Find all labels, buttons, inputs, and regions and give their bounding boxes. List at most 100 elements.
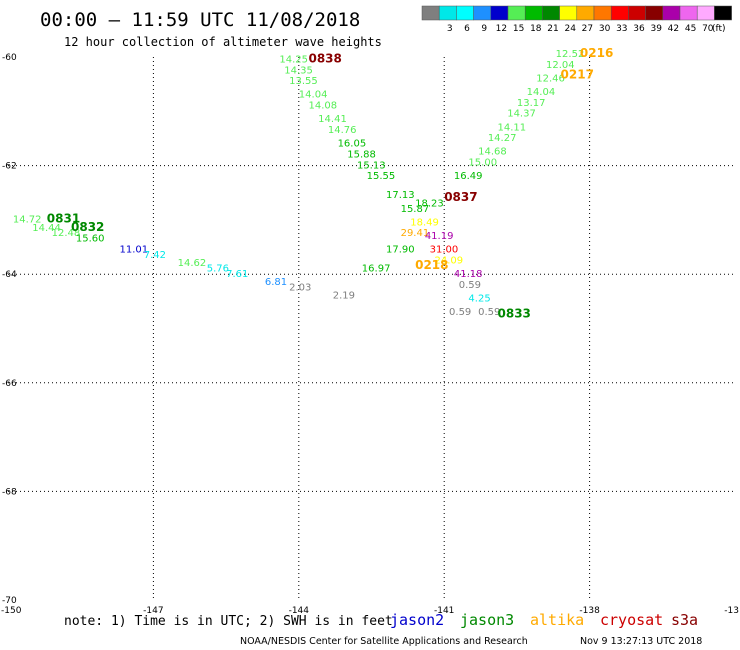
wave-height-value: 11.01 [119,244,148,255]
wave-height-value: 16.49 [454,171,483,182]
legend-swatch [628,5,646,21]
wave-height-value: 0.59 [478,307,500,318]
wave-height-value: 18.49 [410,217,439,228]
wave-height-value: 14.25 [279,54,308,65]
wave-height-observations: 14.2514.3513.5514.0414.0814.4114.7616.05… [13,49,740,581]
legend-swatch [421,5,440,21]
wave-height-value: 14.37 [507,109,536,120]
wave-height-value: 14.62 [178,258,207,269]
latitude-label: -68 [2,487,17,497]
legend-swatch [714,5,732,21]
wave-height-value: 15.00 [468,158,497,169]
wave-height-value: 2.19 [333,291,355,302]
satellite-name: altika [530,611,584,629]
wave-height-value: 41.19 [425,231,454,242]
pass-time-label: 0217 [561,68,594,82]
generation-timestamp: Nov 9 13:27:13 UTC 2018 [580,636,702,647]
legend-tick-label: 70 [702,24,714,34]
latitude-label: -70 [2,596,17,606]
legend-swatch [559,5,578,21]
legend-tick-label: 24 [564,24,576,34]
wave-height-value: 14.08 [308,101,337,112]
legend-swatch [490,5,509,21]
longitude-label: -141 [434,606,454,616]
pass-time-label: 0831 [47,212,80,226]
wave-height-value: 14.04 [527,87,556,98]
legend-tick-label: 12 [496,24,507,34]
wave-height-value: 17.90 [386,244,415,255]
wave-height-value: 17.13 [386,190,415,201]
wave-height-value: 24.09 [435,255,464,266]
color-legend: 3 6 9 12 15 18 21 24 27 30 33 36 39 42 45 70 [421,5,732,34]
legend-tick-label: 3 [447,24,453,34]
legend-tick-label: 30 [599,24,611,34]
satellite-name: cryosat [600,611,663,629]
wave-height-value: 14.68 [478,147,507,158]
wave-height-value: 0.59 [459,280,481,291]
latitude-labels: -60 -62 -64 -66 -68 -70 [2,53,17,606]
legend-tick-label: 15 [513,24,524,34]
legend-tick-label: 45 [685,24,696,34]
wave-height-value: 12.04 [546,60,575,71]
wave-height-value: 15.13 [357,160,386,171]
wave-height-value: 14.44 [32,223,61,234]
wave-height-value: 15.60 [76,234,105,245]
wave-height-value: 14.35 [284,65,313,76]
map-title: 00:00 – 11:59 UTC 11/08/2018 [40,9,360,31]
wave-height-value: 14.41 [318,114,347,125]
legend-swatch [679,5,698,21]
wave-height-value: 12.52 [556,49,585,60]
legend-swatch [507,5,526,21]
wave-height-value: 15.55 [367,171,396,182]
wave-height-value: 6.81 [265,277,287,288]
wave-height-value: 2.03 [289,282,311,293]
satellite-name: jason3 [460,611,514,629]
satellite-name: jason2 [390,611,444,629]
legend-swatch [524,5,543,21]
map-grid [8,57,735,600]
wave-height-value: 4.25 [468,293,490,304]
latitude-label: -64 [2,270,17,280]
wave-height-value: 12.48 [52,228,81,239]
pass-time-label: 0837 [444,190,477,204]
wave-height-value: 12.46 [536,73,565,84]
legend-tick-label: 18 [530,24,542,34]
wave-height-value: 14.11 [498,122,527,133]
wave-height-value: 14.72 [13,215,42,226]
wave-height-value: 13.55 [289,76,318,87]
wave-height-value: 0.59 [449,307,471,318]
pass-time-label: 0838 [308,51,341,65]
wave-height-value: 16.97 [362,263,391,274]
legend-unit-label: (ft) [712,24,726,34]
legend-tick-label: 27 [582,24,593,34]
wave-height-value: 31.00 [430,244,459,255]
legend-swatch [473,5,492,21]
legend-tick-label: 9 [481,24,487,34]
wave-height-value: 29.41 [401,228,430,239]
wave-height-value: 7.42 [144,250,166,261]
satellite-key: jason2 jason3 altika cryosat s3a [390,611,698,629]
wave-height-value: 14.76 [328,125,357,136]
legend-swatch [542,5,560,21]
wave-height-value: 7.61 [226,269,248,280]
legend-tick-label: 42 [668,24,679,34]
legend-tick-label: 33 [616,24,627,34]
wave-height-value: 18.23 [415,198,444,209]
longitude-label: -13 [724,606,739,616]
legend-tick-label: 21 [547,24,558,34]
latitude-label: -60 [2,53,17,63]
footnote: note: 1) Time is in UTC; 2) SWH is in fe… [64,614,393,629]
legend-swatch [438,5,457,21]
longitude-labels: -150 -147 -144 -141 -138 -13 [1,606,739,616]
wave-height-value: 14.27 [488,133,517,144]
wave-height-value: 13.17 [517,98,546,109]
wave-height-value: 15.88 [347,149,376,160]
wave-height-value: 41.18 [454,269,483,280]
legend-tick-label: 36 [633,24,645,34]
wave-height-value: 5.76 [207,263,229,274]
legend-swatch [456,5,474,21]
legend-tick-label: 39 [650,24,662,34]
longitude-label: -138 [579,606,600,616]
legend-swatch [645,5,664,21]
